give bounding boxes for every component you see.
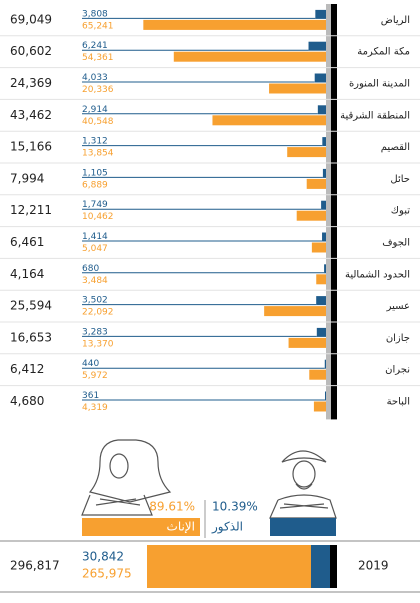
male-share: 10.39% xyxy=(212,500,258,514)
female-figure xyxy=(81,439,172,516)
male-label: 1,414 xyxy=(82,232,108,242)
female-label: 5,972 xyxy=(82,371,108,381)
female-bar xyxy=(306,178,326,189)
region-name: الجوف xyxy=(382,238,410,249)
female-bar xyxy=(316,274,326,285)
axis-gray xyxy=(326,4,332,420)
total-label: 69,049 xyxy=(10,12,52,26)
region-name: جازان xyxy=(386,333,410,344)
total-label: 16,653 xyxy=(10,330,52,344)
female-bar xyxy=(287,147,326,158)
female-bar xyxy=(313,401,326,412)
male-label: 361 xyxy=(82,391,99,401)
region-name: الحدود الشمالية xyxy=(345,269,410,280)
female-bar xyxy=(309,369,326,380)
summary-total: 296,817 xyxy=(10,559,60,573)
female-label: 5,047 xyxy=(82,244,108,254)
male-bar xyxy=(321,200,326,210)
male-bar xyxy=(324,264,326,274)
male-label: 6,241 xyxy=(82,41,108,51)
male-bar xyxy=(324,391,326,401)
male-bar xyxy=(316,296,326,306)
female-label: 3,484 xyxy=(82,276,108,286)
female-label: 6,889 xyxy=(82,180,108,190)
male-label: 3,808 xyxy=(82,9,108,19)
region-name: مكة المكرمة xyxy=(357,47,410,58)
male-bar xyxy=(322,137,326,147)
male-bar xyxy=(322,168,326,178)
male-label: 4,033 xyxy=(82,73,108,83)
male-bar xyxy=(317,105,326,115)
total-label: 12,211 xyxy=(10,203,52,217)
male-label: 1,749 xyxy=(82,200,108,210)
total-label: 24,369 xyxy=(10,76,52,90)
female-bar xyxy=(288,337,326,348)
male-label: 2,914 xyxy=(82,105,108,115)
female-legend: الإناث xyxy=(167,520,195,534)
male-figure xyxy=(269,450,337,519)
total-label: 6,412 xyxy=(10,362,44,376)
region-name: عسير xyxy=(386,301,410,312)
total-label: 4,164 xyxy=(10,267,44,281)
male-bar xyxy=(316,327,326,337)
axis-line xyxy=(331,4,337,420)
male-bar xyxy=(322,232,326,242)
female-share-bar xyxy=(82,518,200,536)
female-label: 10,462 xyxy=(82,212,114,222)
summary-female-bar xyxy=(147,545,311,588)
female-label: 13,370 xyxy=(82,339,114,349)
female-label: 20,336 xyxy=(82,85,114,95)
male-share-bar xyxy=(270,518,336,536)
region-name: الباحة xyxy=(387,397,410,408)
summary-axis xyxy=(330,545,337,588)
male-bar xyxy=(315,9,326,19)
total-label: 4,680 xyxy=(10,394,44,408)
total-label: 43,462 xyxy=(10,108,52,122)
male-legend: الذكور xyxy=(211,520,243,535)
total-label: 7,994 xyxy=(10,171,44,185)
summary-male: 30,842 xyxy=(82,550,124,564)
region-name: المنطقة الشرقية xyxy=(340,110,410,121)
summary-female: 265,975 xyxy=(82,567,132,581)
male-label: 680 xyxy=(82,264,99,274)
female-label: 40,548 xyxy=(82,117,114,127)
female-label: 22,092 xyxy=(82,308,114,318)
region-name: الرياض xyxy=(381,15,410,26)
female-bar xyxy=(143,19,326,30)
male-label: 1,105 xyxy=(82,168,108,178)
female-label: 13,854 xyxy=(82,149,114,159)
male-bar xyxy=(308,41,326,51)
region-name: المدينة المنورة xyxy=(349,79,410,90)
female-bar xyxy=(311,242,326,253)
female-bar xyxy=(269,83,326,94)
female-bar xyxy=(212,115,326,126)
female-label: 65,241 xyxy=(82,21,114,31)
female-bar xyxy=(296,210,326,221)
total-label: 15,166 xyxy=(10,140,52,154)
male-label: 1,312 xyxy=(82,137,108,147)
male-bar xyxy=(324,359,326,369)
male-bar xyxy=(314,73,326,83)
total-label: 25,594 xyxy=(10,299,52,313)
region-name: القصيم xyxy=(381,142,410,153)
female-share: 89.61% xyxy=(149,500,195,514)
region-name: حائل xyxy=(390,174,410,185)
male-label: 3,502 xyxy=(82,296,108,306)
male-label: 3,283 xyxy=(82,327,108,337)
summary-year: 2019 xyxy=(358,559,389,573)
total-label: 6,461 xyxy=(10,235,44,249)
female-label: 4,319 xyxy=(82,403,108,413)
total-label: 60,602 xyxy=(10,44,52,58)
male-label: 440 xyxy=(82,359,99,369)
summary-male-bar xyxy=(310,545,330,588)
female-label: 54,361 xyxy=(82,53,114,63)
region-name: تبوك xyxy=(391,206,410,217)
female-bar xyxy=(173,51,326,62)
region-name: نجران xyxy=(385,365,410,376)
female-bar xyxy=(264,306,326,317)
